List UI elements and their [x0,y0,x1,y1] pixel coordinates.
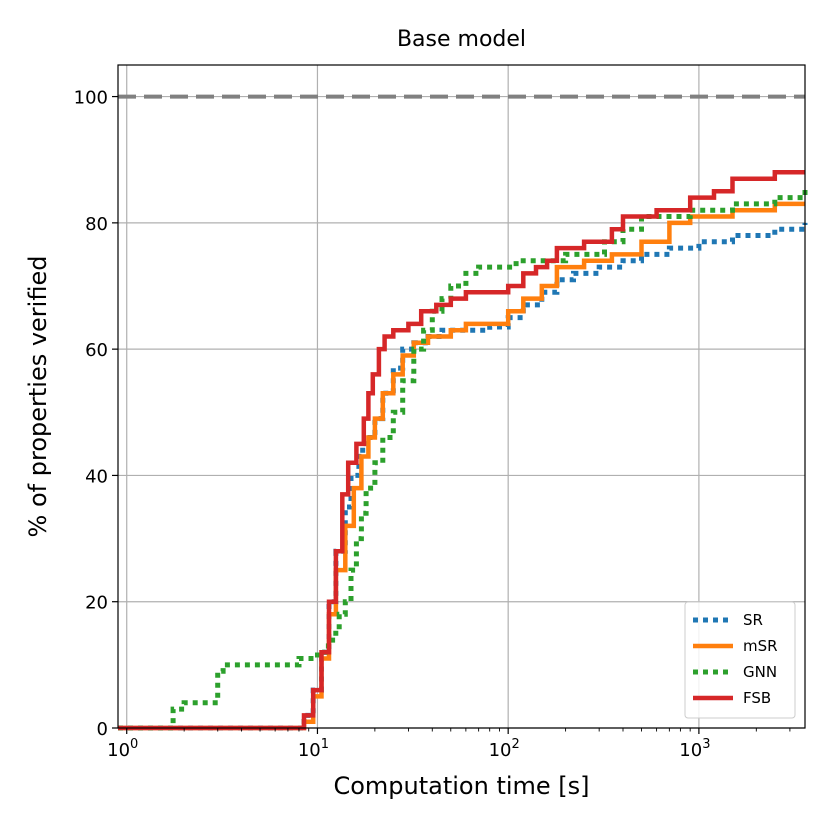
x-tick-label: 102 [489,737,520,761]
y-tick-label: 40 [85,466,108,487]
legend-label-msr: mSR [743,637,778,655]
series-line-msr [118,201,805,731]
y-tick-label: 100 [74,88,108,109]
legend-label-gnn: GNN [743,663,777,681]
y-tick-label: 80 [85,214,108,235]
legend: SR mSR GNN FSB [684,601,796,719]
x-tick-label: 100 [107,737,138,761]
series-line-fsb [118,170,805,731]
x-tick-label: 103 [679,737,710,761]
x-axis-title: Computation time [s] [333,772,589,800]
y-tick-label: 0 [97,719,108,740]
y-tick-label: 20 [85,593,108,614]
series-line-sr [118,222,808,731]
tick-layer: 100 101 102 103 0 20 40 60 80 100 [74,88,791,761]
y-tick-label: 60 [85,340,108,361]
plot-frame [117,64,806,729]
legend-label-sr: SR [743,611,763,629]
x-tick-label: 101 [298,737,329,761]
series-layer [118,170,808,731]
chart-title: Base model [397,27,526,52]
legend-label-fsb: FSB [743,689,771,707]
legend-box [684,601,796,719]
y-axis-title: % of properties verified [24,256,52,538]
